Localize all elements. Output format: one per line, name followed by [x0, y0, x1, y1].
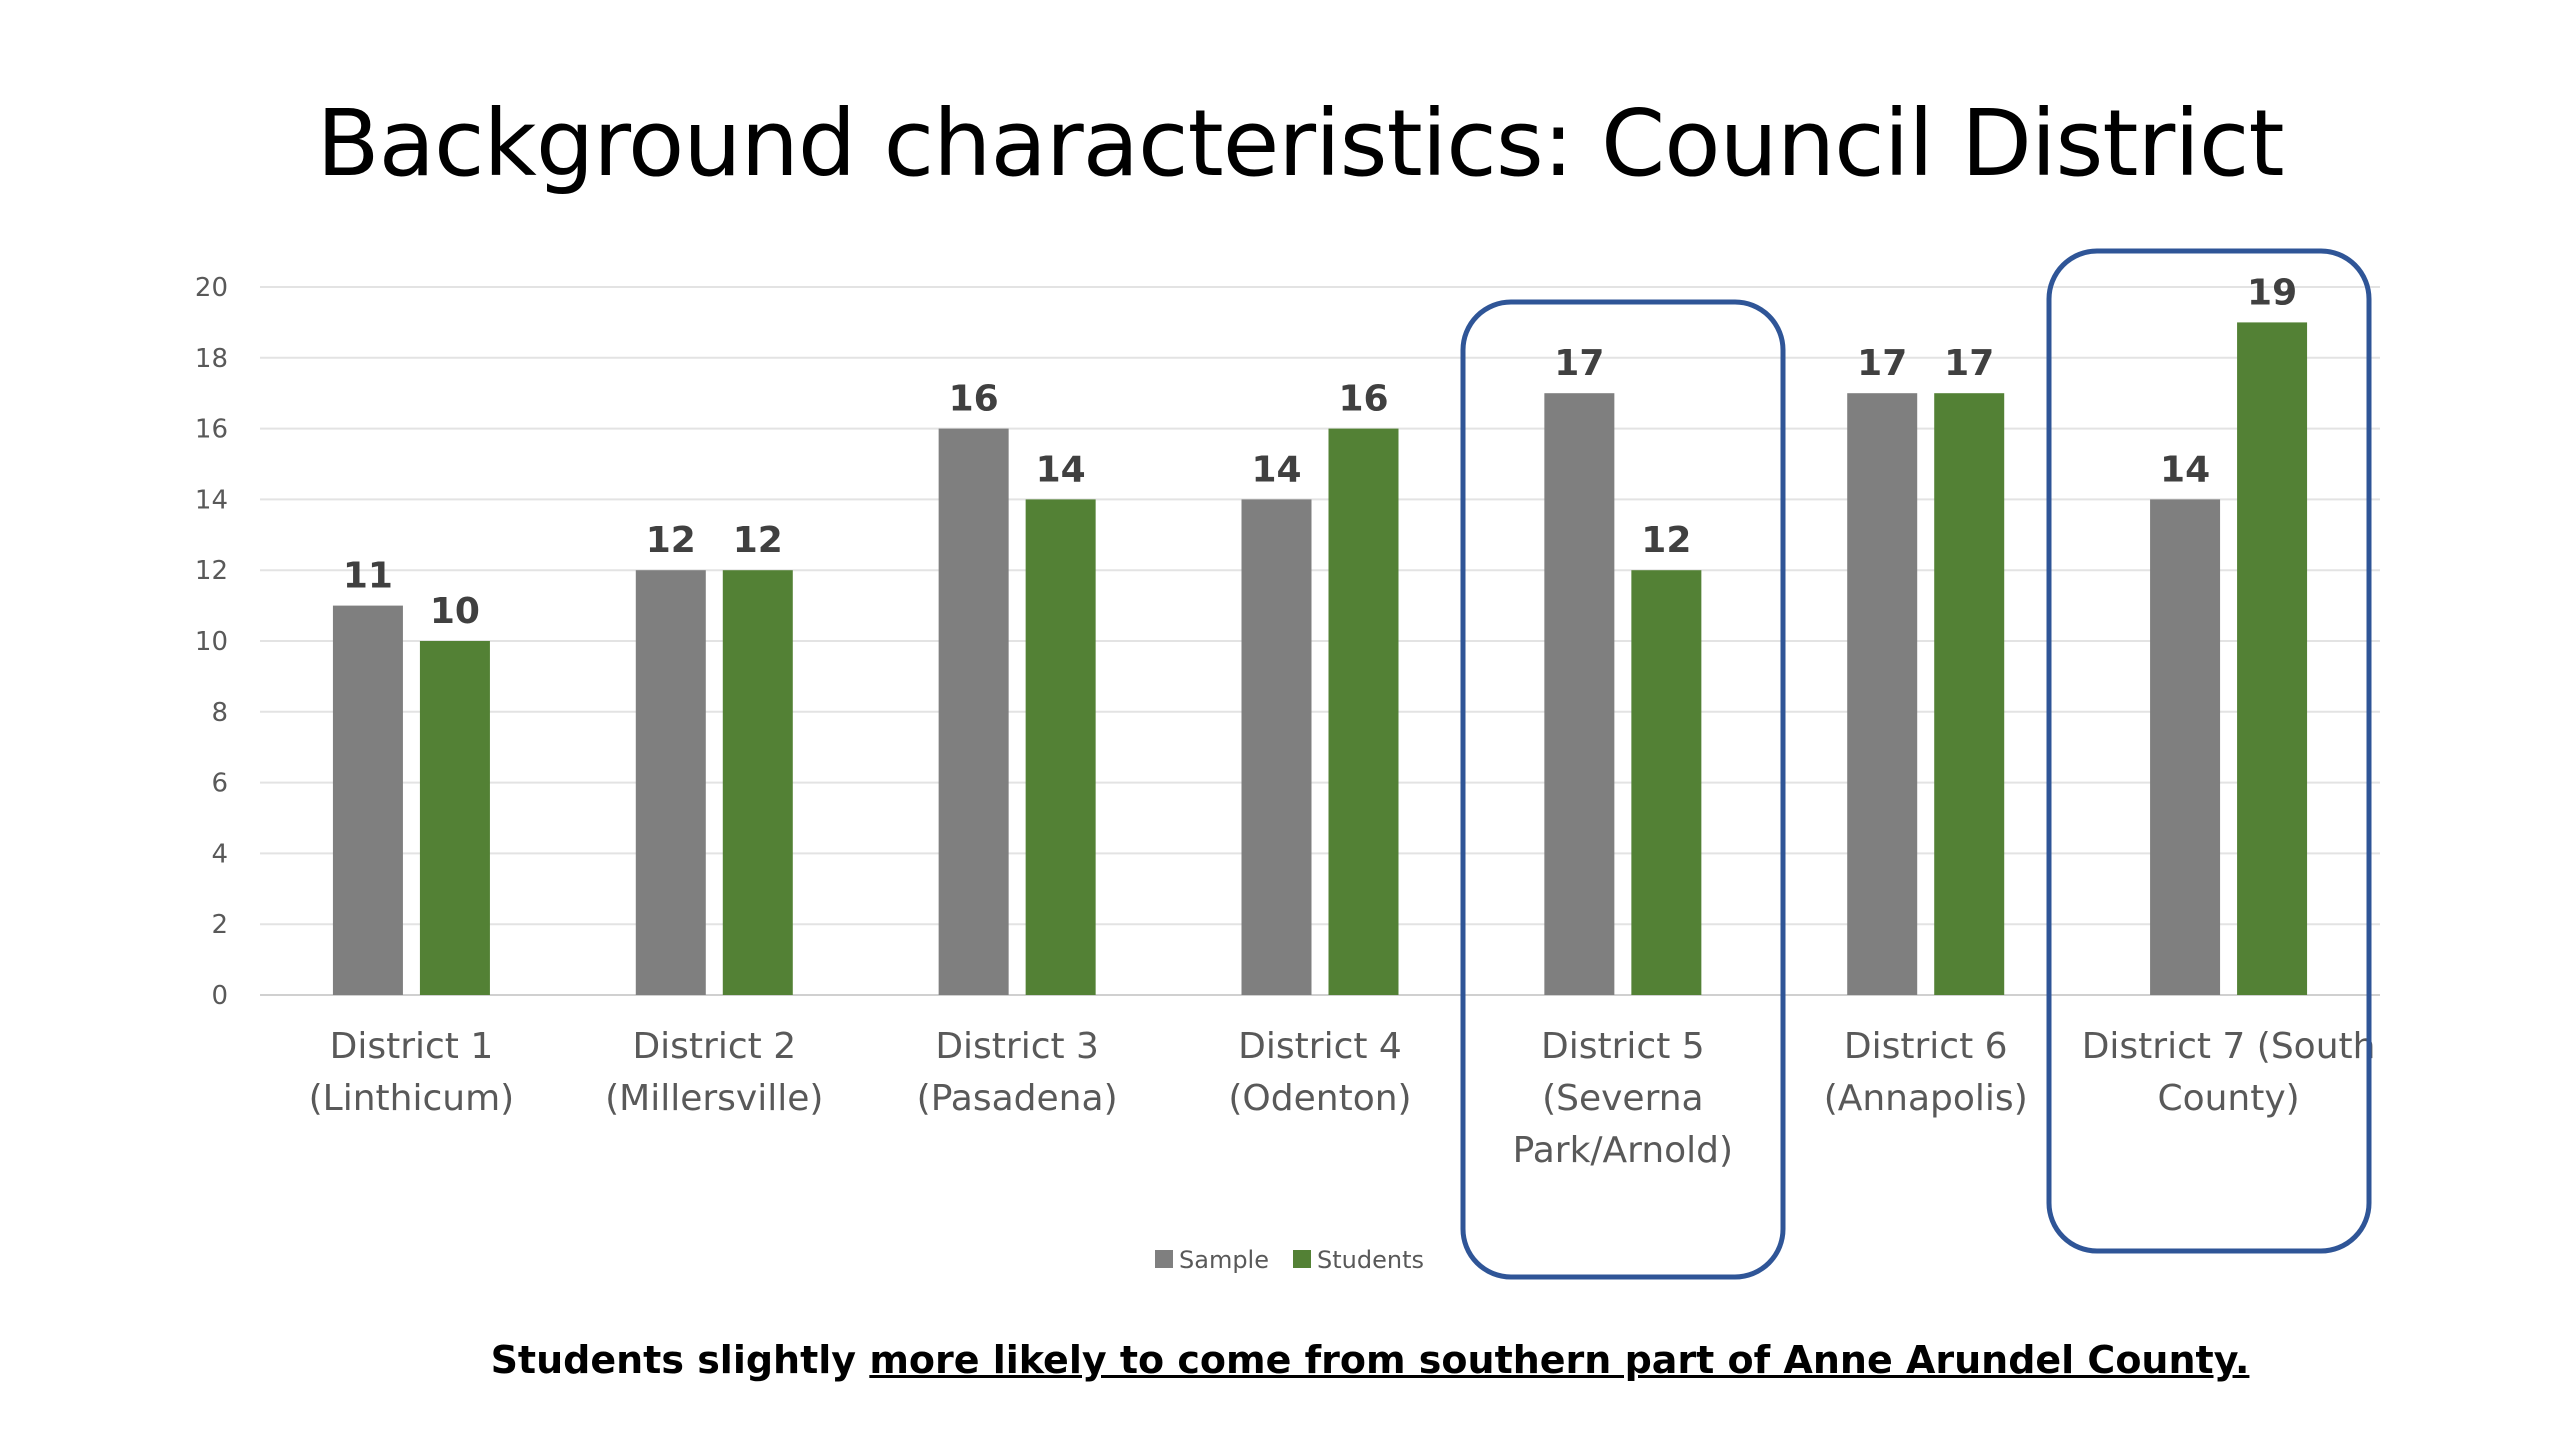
legend-swatch-sample [1155, 1250, 1173, 1268]
y-tick-label: 6 [211, 769, 228, 799]
y-tick-label: 8 [211, 698, 228, 728]
bar-students [419, 641, 490, 995]
x-category-label: (Linthicum) [309, 1078, 515, 1119]
bar-students [1025, 499, 1096, 995]
legend-swatch-students [1293, 1250, 1311, 1268]
y-tick-label: 18 [195, 344, 228, 374]
legend-label-sample: Sample [1179, 1246, 1269, 1274]
y-tick-label: 10 [195, 627, 228, 657]
highlight-box [2046, 248, 2372, 1254]
y-tick-label: 20 [195, 273, 228, 303]
footnote-plain: Students slightly [490, 1338, 870, 1382]
bar-sample [635, 570, 706, 995]
footnote-underlined: more likely to come from southern part o… [869, 1338, 2250, 1382]
data-label: 16 [1338, 379, 1388, 420]
grid-layer [260, 286, 2380, 996]
data-label: 11 [343, 556, 393, 597]
x-category-label: County) [2157, 1078, 2299, 1119]
x-category-label: (Pasadena) [917, 1078, 1118, 1119]
data-label: 17 [1554, 343, 1604, 384]
x-category-label: District 6 [1844, 1026, 2008, 1067]
bar-sample [1544, 393, 1615, 995]
bar-students [2237, 322, 2308, 995]
data-label: 19 [2247, 272, 2297, 313]
bar-sample [2150, 499, 2221, 995]
bar-students [1631, 570, 1702, 995]
highlight-box [1460, 299, 1786, 1280]
data-label: 14 [1036, 449, 1086, 490]
legend: Sample Students [1155, 1246, 1424, 1274]
y-tick-label: 4 [211, 839, 228, 869]
data-label: 12 [733, 520, 783, 561]
data-label: 10 [430, 591, 480, 632]
y-tick-label: 0 [211, 981, 228, 1011]
data-label: 14 [1251, 449, 1301, 490]
y-tick-label: 12 [195, 556, 228, 586]
x-category-label: Park/Arnold) [1513, 1130, 1733, 1171]
slide-title: Background characteristics: Council Dist… [316, 90, 2284, 197]
bar-sample [1847, 393, 1918, 995]
x-category-label: District 4 [1238, 1026, 1402, 1067]
bar-students [1934, 393, 2005, 995]
x-category-label: District 1 [330, 1026, 494, 1067]
x-category-label: District 3 [935, 1026, 1099, 1067]
bars-layer [332, 322, 2308, 996]
x-category-label: District 7 (South [2082, 1026, 2376, 1067]
data-label: 14 [2160, 449, 2210, 490]
footnote: Students slightly more likely to come fr… [0, 1338, 2560, 1382]
highlight-layer [1460, 248, 2372, 1280]
x-category-label: District 5 [1541, 1026, 1705, 1067]
data-label: 12 [646, 520, 696, 561]
legend-label-students: Students [1317, 1246, 1424, 1274]
x-category-label: (Severna [1542, 1078, 1704, 1119]
y-tick-label: 14 [195, 485, 228, 515]
y-tick-label: 16 [195, 415, 228, 445]
labels-layer: 0 2 4 6 8 10 12 14 16 18 20 11 10 District 1 (Linthicu… [195, 272, 2376, 1171]
data-label: 12 [1641, 520, 1691, 561]
bar-students [722, 570, 793, 995]
x-category-label: (Annapolis) [1824, 1078, 2028, 1119]
bar-sample [332, 605, 403, 995]
x-category-label: (Millersville) [605, 1078, 823, 1119]
data-label: 16 [949, 379, 999, 420]
bar-sample [938, 428, 1009, 996]
data-label: 17 [1857, 343, 1907, 384]
bar-sample [1241, 499, 1312, 995]
x-category-label: (Odenton) [1228, 1078, 1411, 1119]
x-category-label: District 2 [632, 1026, 796, 1067]
y-tick-label: 2 [211, 910, 228, 940]
bar-students [1328, 428, 1399, 996]
data-label: 17 [1944, 343, 1994, 384]
